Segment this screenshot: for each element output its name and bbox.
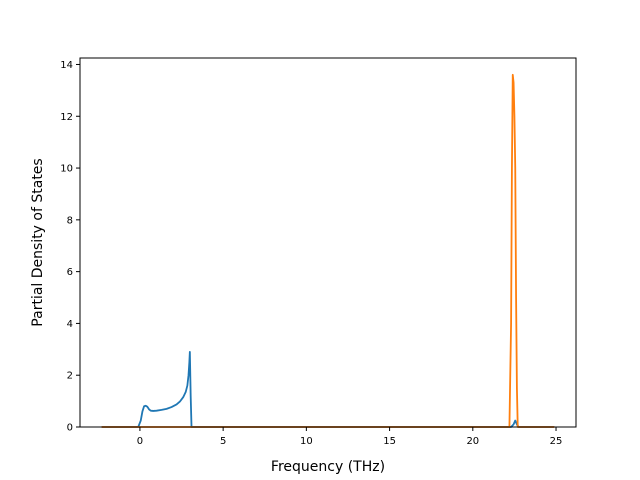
x-tick-label: 5 <box>220 436 226 447</box>
plot-frame <box>79 57 577 428</box>
x-tick-label: 10 <box>300 436 313 447</box>
series-line-2 <box>101 73 555 428</box>
y-axis-title: Partial Density of States <box>30 158 46 326</box>
y-tick-label: 12 <box>60 112 73 123</box>
x-tick-label: 0 <box>137 436 143 447</box>
x-tick-label: 25 <box>550 436 563 447</box>
y-ticks: 0 2 4 6 8 10 12 14 <box>60 60 80 434</box>
x-tick-label: 15 <box>383 436 396 447</box>
y-tick-label: 14 <box>60 60 73 71</box>
x-ticks: 0 5 10 15 20 25 <box>137 427 563 447</box>
x-axis-title: Frequency (THz) <box>271 459 385 475</box>
y-tick-label: 0 <box>67 423 73 434</box>
y-tick-label: 10 <box>60 164 73 175</box>
plot-background <box>80 58 576 427</box>
x-tick-label: 20 <box>466 436 479 447</box>
y-tick-label: 4 <box>67 319 73 330</box>
y-tick-label: 2 <box>67 371 73 382</box>
y-tick-label: 8 <box>67 215 73 226</box>
y-tick-label: 6 <box>67 267 73 278</box>
